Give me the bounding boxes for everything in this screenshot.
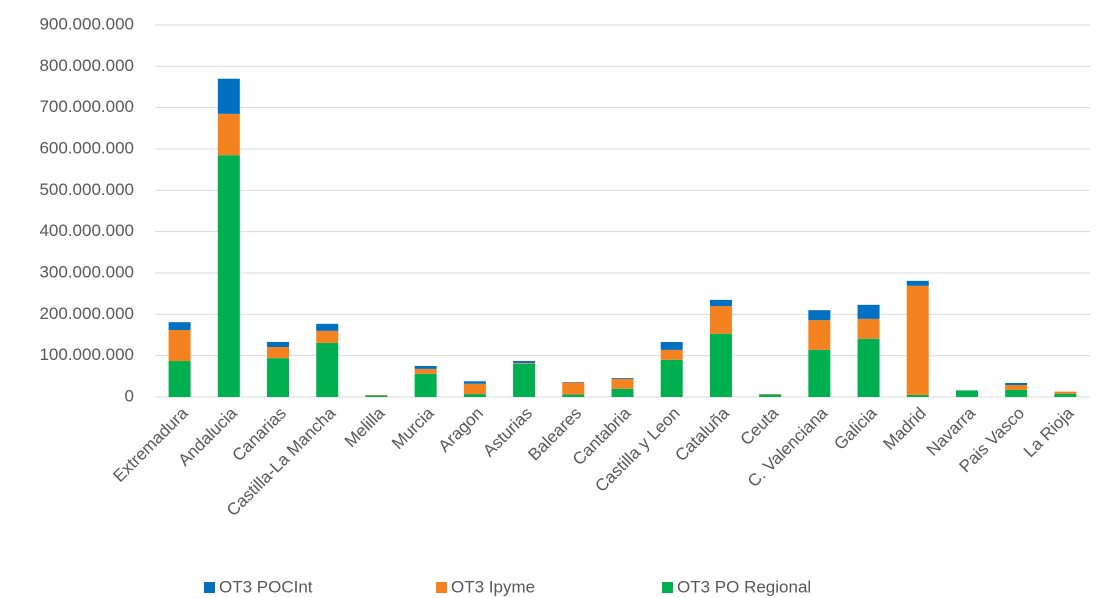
x-tick-label: Murcia bbox=[388, 403, 438, 453]
y-tick-label: 0 bbox=[125, 386, 134, 405]
bar-segment bbox=[1005, 385, 1028, 390]
bar-segment bbox=[1054, 393, 1077, 397]
legend-label: OT3 POCInt bbox=[219, 577, 313, 596]
bar-segment bbox=[660, 342, 683, 350]
bar-segment bbox=[414, 368, 437, 374]
legend-swatch bbox=[204, 582, 215, 593]
bar-segment bbox=[611, 378, 634, 389]
bar-segment bbox=[1005, 382, 1028, 386]
bar-segment bbox=[267, 358, 290, 397]
y-tick-label: 400.000.000 bbox=[39, 221, 134, 240]
y-tick-label: 600.000.000 bbox=[39, 138, 134, 157]
y-tick-label: 800.000.000 bbox=[39, 56, 134, 75]
bar-segment bbox=[217, 155, 240, 397]
bar-segment bbox=[808, 310, 831, 321]
y-tick-label: 500.000.000 bbox=[39, 180, 134, 199]
x-tick-label: La Rioja bbox=[1020, 403, 1078, 461]
legend-swatch bbox=[662, 582, 673, 593]
bar-segment bbox=[709, 306, 732, 334]
bar-segment bbox=[857, 304, 880, 319]
x-tick-label: Cataluña bbox=[671, 403, 733, 465]
bar-segment bbox=[562, 382, 585, 395]
bar-segment bbox=[267, 342, 290, 347]
bar-segment bbox=[562, 394, 585, 397]
bar-segment bbox=[414, 366, 437, 369]
bar-segment bbox=[217, 78, 240, 114]
bar-segment bbox=[316, 342, 339, 397]
bar-segment bbox=[217, 113, 240, 156]
bar-segment bbox=[463, 383, 486, 395]
bar-segment bbox=[513, 363, 536, 364]
bar-segment bbox=[1005, 389, 1028, 397]
bar-segment bbox=[365, 395, 388, 397]
bar-segment bbox=[513, 363, 536, 397]
bar-segment bbox=[709, 333, 732, 397]
y-tick-label: 100.000.000 bbox=[39, 345, 134, 364]
bar-segment bbox=[857, 338, 880, 397]
bar-segment bbox=[660, 349, 683, 360]
bar-segment bbox=[611, 377, 634, 379]
bar-segment bbox=[316, 323, 339, 331]
bar-segment bbox=[168, 330, 191, 362]
bar-segment bbox=[808, 349, 831, 397]
y-tick-label: 900.000.000 bbox=[39, 14, 134, 33]
x-tick-label: Castilla y Leon bbox=[591, 404, 683, 496]
bar-segment bbox=[808, 320, 831, 350]
bar-segment bbox=[168, 361, 191, 397]
bar-segment bbox=[463, 381, 486, 384]
x-tick-label: Galicia bbox=[830, 403, 881, 454]
bar-segment bbox=[414, 373, 437, 397]
bar-segment bbox=[267, 346, 290, 359]
bar-segment bbox=[709, 299, 732, 307]
bar-segment bbox=[906, 280, 929, 286]
bar-segment bbox=[906, 285, 929, 395]
y-tick-label: 300.000.000 bbox=[39, 262, 134, 281]
bar-segment bbox=[1054, 391, 1077, 394]
bar-segment bbox=[316, 330, 339, 343]
y-tick-label: 200.000.000 bbox=[39, 304, 134, 323]
bar-segment bbox=[906, 394, 929, 397]
legend-swatch bbox=[436, 582, 447, 593]
y-tick-label: 700.000.000 bbox=[39, 97, 134, 116]
bar-segment bbox=[611, 388, 634, 397]
bar-segment bbox=[513, 361, 536, 364]
legend-label: OT3 Ipyme bbox=[451, 577, 535, 596]
bar-segment bbox=[759, 394, 782, 397]
x-tick-label: Ceuta bbox=[737, 403, 783, 449]
bar-segment bbox=[857, 318, 880, 339]
legend-label: OT3 PO Regional bbox=[677, 577, 811, 596]
x-tick-label: Extremadura bbox=[109, 403, 192, 486]
bar-segment bbox=[168, 322, 191, 331]
x-tick-label: Melilla bbox=[341, 403, 389, 451]
bar-segment bbox=[463, 394, 486, 397]
bar-segment bbox=[955, 390, 978, 397]
bar-segment bbox=[660, 359, 683, 397]
